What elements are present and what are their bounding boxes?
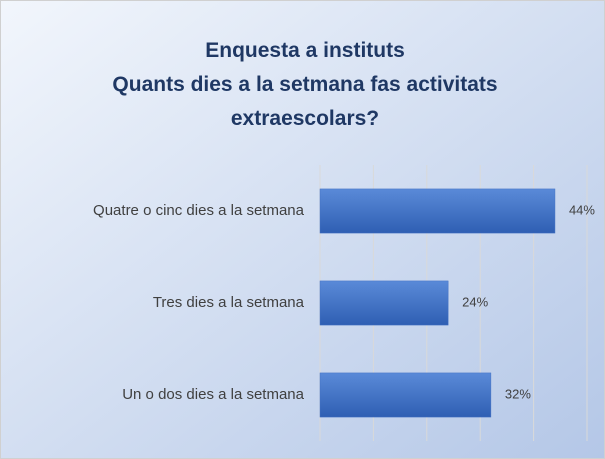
category-label: Un o dos dies a la setmana: [122, 386, 304, 403]
bar: [319, 188, 556, 234]
value-label: 44%: [569, 202, 595, 217]
bar: [319, 280, 449, 326]
value-label: 32%: [505, 386, 531, 401]
value-label: 24%: [462, 294, 488, 309]
category-label: Tres dies a la setmana: [153, 294, 305, 311]
title-block: Enquesta a instituts Quants dies a la se…: [100, 34, 510, 136]
bar: [319, 372, 492, 418]
chart-subtitle: Quants dies a la setmana fas activitats …: [112, 73, 498, 130]
chart-title: Enquesta a instituts: [205, 39, 405, 62]
category-label: Quatre o cinc dies a la setmana: [93, 202, 305, 219]
